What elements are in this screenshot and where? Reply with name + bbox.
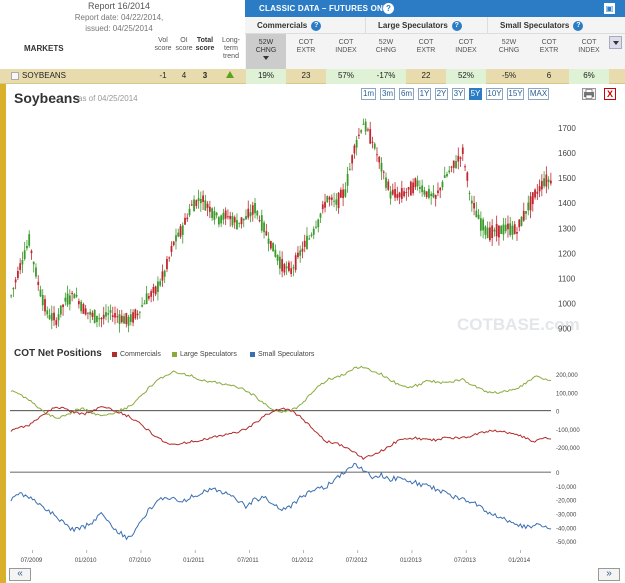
range-button-5y[interactable]: 5Y: [469, 88, 482, 100]
close-chart-button[interactable]: X: [604, 88, 616, 100]
market-icon: [11, 72, 19, 80]
collapse-icon[interactable]: ▣: [604, 3, 615, 14]
c-52w-chng-value: 19%: [246, 69, 286, 84]
c-cot-extr-value: 23: [301, 71, 311, 80]
total-score: 3: [202, 71, 208, 80]
legend-commercials: Commercials: [112, 351, 161, 358]
l-cot-index-header[interactable]: COT INDEX: [455, 39, 477, 54]
range-button-2y[interactable]: 2Y: [435, 88, 448, 100]
classic-data-bar: CLASSIC DATA – FUTURES ONLY ? ▣: [245, 0, 625, 17]
scroll-down-button[interactable]: [609, 36, 622, 49]
c-cot-index-header[interactable]: COT INDEX: [335, 39, 357, 54]
trend-up-icon: [226, 71, 234, 78]
report-issued: issued: 04/25/2014: [85, 24, 153, 33]
range-button-3y[interactable]: 3Y: [452, 88, 465, 100]
print-button[interactable]: [582, 88, 596, 100]
l-cot-extr-value: 22: [421, 71, 431, 80]
c-52w-chng-header[interactable]: 52W CHNG: [246, 34, 286, 69]
cot-net-positions-title: COT Net Positions: [14, 348, 102, 359]
nav-prev-button[interactable]: «: [9, 568, 31, 581]
legend-swatch: [112, 351, 117, 357]
vol-score-header: Vol score: [154, 37, 172, 52]
group-large-speculators: Large Speculators?: [366, 17, 488, 34]
chart-panel: [0, 84, 625, 583]
c-cot-extr-header[interactable]: COT EXTR: [296, 39, 316, 54]
s-cot-extr-header[interactable]: COT EXTR: [539, 39, 559, 54]
range-button-3m[interactable]: 3m: [380, 88, 395, 100]
as-of-date: as of 04/25/2014: [78, 94, 138, 103]
range-button-1m[interactable]: 1m: [361, 88, 376, 100]
help-icon[interactable]: ?: [383, 3, 394, 14]
trend-header: Long-term trend: [222, 37, 240, 60]
printer-icon: [584, 89, 594, 99]
l-cot-extr-header[interactable]: COT EXTR: [416, 39, 436, 54]
s-cot-extr-value: 6: [546, 71, 552, 80]
sort-down-icon: [263, 56, 269, 60]
legend-small-speculators: Small Speculators: [250, 351, 314, 358]
range-button-1y[interactable]: 1Y: [418, 88, 431, 100]
market-row-soybeans[interactable]: SOYBEANS -1 4 3 19% 23 57% -17% 22 52% -…: [0, 69, 625, 84]
nav-next-button[interactable]: »: [598, 568, 620, 581]
group-small-speculators: Small Speculators?: [488, 17, 625, 34]
help-icon[interactable]: ?: [573, 21, 584, 31]
chart-title: Soybeans: [14, 90, 81, 106]
markets-column-header: MARKETS: [24, 44, 64, 53]
market-name[interactable]: SOYBEANS: [22, 71, 67, 80]
report-info: Report 16/2014 Report date: 04/22/2014, …: [64, 1, 174, 34]
oi-score: 4: [181, 71, 187, 80]
s-cot-index-header[interactable]: COT INDEX: [578, 39, 600, 54]
report-title: Report 16/2014: [87, 1, 151, 11]
group-header-row: Commercials? Large Speculators? Small Sp…: [245, 17, 625, 34]
range-button-15y[interactable]: 15Y: [507, 88, 524, 100]
l-cot-index-value: 52%: [446, 69, 486, 84]
legend-swatch: [250, 351, 255, 357]
s-cot-index-value: 6%: [569, 69, 609, 84]
markets-header: Report 16/2014 Report date: 04/22/2014, …: [0, 0, 245, 68]
classic-data-label: CLASSIC DATA – FUTURES ONLY: [259, 4, 393, 13]
total-score-header: Total score: [195, 37, 215, 52]
l-52w-chng-value: -17%: [366, 69, 406, 84]
range-button-6m[interactable]: 6m: [399, 88, 414, 100]
c-cot-index-value: 57%: [326, 69, 366, 84]
help-icon[interactable]: ?: [311, 21, 322, 31]
l-52w-chng-header[interactable]: 52W CHNG: [375, 39, 397, 54]
s-52w-chng-value: -5%: [501, 71, 517, 80]
oi-score-header: OI score: [175, 37, 193, 52]
legend-swatch: [172, 351, 177, 357]
group-commercials: Commercials?: [245, 17, 366, 34]
sub-header-row: 52W CHNG COT EXTR COT INDEX 52W CHNG COT EXTR…: [245, 34, 625, 69]
vol-score: -1: [159, 71, 167, 80]
s-52w-chng-header[interactable]: 52W CHNG: [498, 39, 520, 54]
legend-large-speculators: Large Speculators: [172, 351, 237, 358]
report-date: Report date: 04/22/2014,: [74, 13, 164, 22]
help-icon[interactable]: ?: [451, 21, 462, 31]
range-button-max[interactable]: MAX: [528, 88, 549, 100]
range-button-10y[interactable]: 10Y: [486, 88, 503, 100]
